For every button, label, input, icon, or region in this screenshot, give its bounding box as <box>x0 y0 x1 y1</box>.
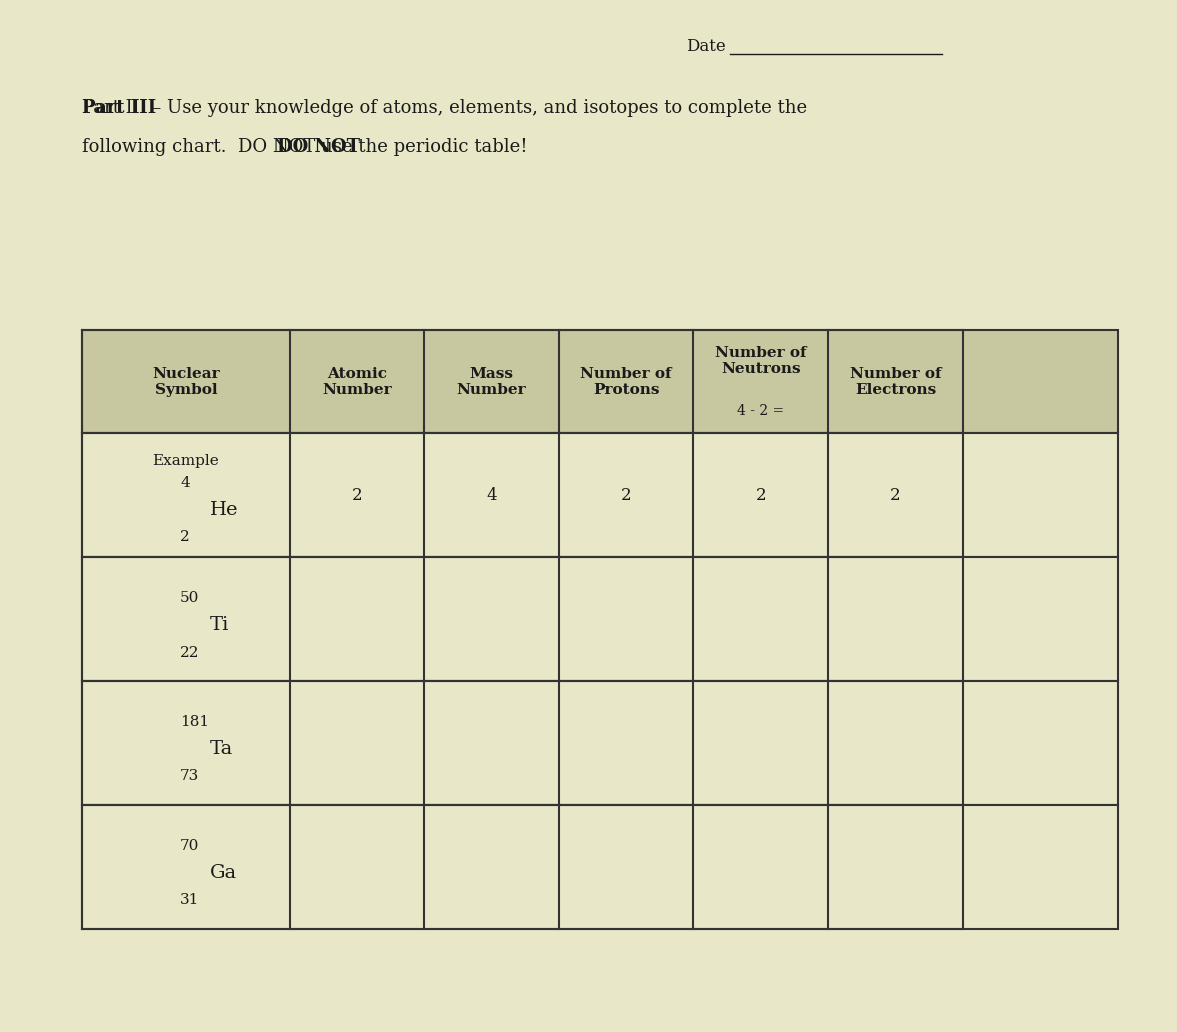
Bar <box>82 557 1118 681</box>
Text: Nuclear
Symbol: Nuclear Symbol <box>152 366 220 397</box>
Bar <box>82 805 1118 929</box>
Text: 181: 181 <box>180 715 210 729</box>
Text: Number of
Protons: Number of Protons <box>580 366 672 397</box>
Bar <box>82 330 1118 433</box>
Bar <box>82 681 1118 805</box>
Text: Part III – Use your knowledge of atoms, elements, and isotopes to complete the: Part III – Use your knowledge of atoms, … <box>82 99 807 118</box>
Text: 2: 2 <box>756 487 766 504</box>
Text: 73: 73 <box>180 770 199 783</box>
Text: Example: Example <box>153 454 219 467</box>
Text: 70: 70 <box>180 839 199 852</box>
Text: Ta: Ta <box>210 740 233 759</box>
Text: 22: 22 <box>180 646 200 659</box>
Text: 2: 2 <box>352 487 363 504</box>
Text: Ti: Ti <box>210 616 228 635</box>
Text: Number of
Electrons: Number of Electrons <box>850 366 942 397</box>
Text: Mass
Number: Mass Number <box>457 366 526 397</box>
Text: 4 - 2 =: 4 - 2 = <box>737 404 784 418</box>
Text: 4: 4 <box>180 476 189 490</box>
Text: Date: Date <box>686 38 726 55</box>
Text: Number of
Neutrons: Number of Neutrons <box>714 346 806 377</box>
Text: 2: 2 <box>890 487 900 504</box>
Text: Part III: Part III <box>82 99 157 118</box>
Text: He: He <box>210 502 238 519</box>
Bar <box>82 433 1118 557</box>
Text: DO NOT: DO NOT <box>277 137 360 156</box>
Text: Ga: Ga <box>210 864 237 882</box>
Text: Atomic
Number: Atomic Number <box>322 366 392 397</box>
Text: 2: 2 <box>180 530 189 545</box>
Text: 4: 4 <box>486 487 497 504</box>
Text: 31: 31 <box>180 894 199 907</box>
Text: 50: 50 <box>180 591 199 605</box>
Text: 2: 2 <box>620 487 632 504</box>
Text: following chart.  DO NOT use the periodic table!: following chart. DO NOT use the periodic… <box>82 137 528 156</box>
